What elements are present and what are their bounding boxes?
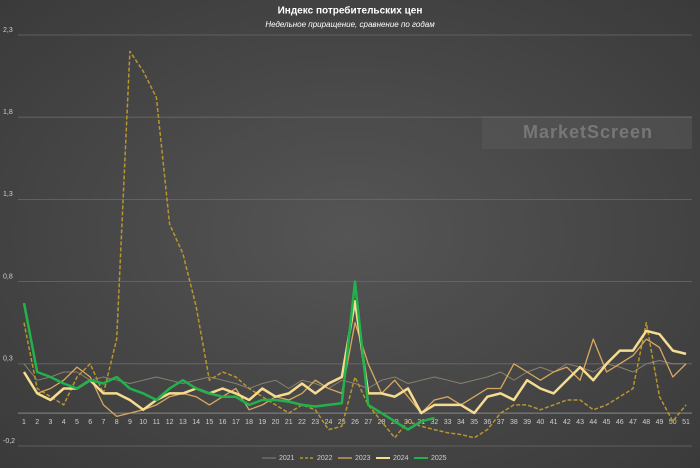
x-tick-label: 22 bbox=[298, 419, 306, 426]
x-tick-label: 38 bbox=[510, 419, 518, 426]
x-tick-label: 34 bbox=[457, 419, 465, 426]
x-tick-label: 8 bbox=[115, 419, 119, 426]
y-tick-label: 1,3 bbox=[3, 191, 13, 198]
x-tick-label: 13 bbox=[179, 419, 187, 426]
y-tick-label: 0,3 bbox=[3, 356, 13, 363]
x-tick-label: 24 bbox=[325, 419, 333, 426]
x-tick-label: 44 bbox=[589, 419, 597, 426]
x-tick-label: 26 bbox=[351, 419, 359, 426]
x-tick-label: 37 bbox=[497, 419, 505, 426]
x-tick-label: 7 bbox=[101, 419, 105, 426]
x-tick-label: 5 bbox=[75, 419, 79, 426]
series-line bbox=[22, 300, 687, 415]
x-tick-label: 19 bbox=[258, 419, 266, 426]
x-tick-label: 25 bbox=[338, 419, 346, 426]
x-tick-label: 6 bbox=[88, 419, 92, 426]
x-tick-label: 40 bbox=[536, 419, 544, 426]
x-tick-label: 50 bbox=[669, 419, 677, 426]
x-tick-label: 27 bbox=[364, 419, 372, 426]
x-tick-label: 46 bbox=[616, 419, 624, 426]
x-tick-label: 42 bbox=[563, 419, 571, 426]
legend-label: 2025 bbox=[431, 455, 447, 462]
series-line bbox=[23, 360, 686, 389]
x-tick-label: 32 bbox=[431, 419, 439, 426]
x-tick-label: 20 bbox=[272, 419, 280, 426]
series-line bbox=[22, 280, 435, 431]
legend-label: 2022 bbox=[317, 455, 333, 462]
legend-label: 2024 bbox=[393, 455, 409, 462]
chart-subtitle: Недельное приращение, сравнение по годам bbox=[265, 20, 435, 29]
x-tick-label: 4 bbox=[62, 419, 66, 426]
x-tick-label: 48 bbox=[642, 419, 650, 426]
x-tick-label: 17 bbox=[232, 419, 240, 426]
chart-title: Индекс потребительских цен bbox=[278, 5, 423, 17]
x-tick-label: 23 bbox=[311, 419, 319, 426]
y-tick-label: 0,8 bbox=[3, 273, 13, 280]
x-tick-label: 10 bbox=[139, 419, 147, 426]
watermark: MarketScreen bbox=[523, 122, 653, 142]
x-tick-label: 9 bbox=[128, 419, 132, 426]
series-line bbox=[23, 322, 687, 418]
x-tick-label: 35 bbox=[470, 419, 478, 426]
y-tick-label: 1,8 bbox=[3, 109, 13, 116]
x-tick-label: 11 bbox=[153, 419, 160, 426]
x-tick-label: 41 bbox=[550, 419, 558, 426]
x-tick-label: 33 bbox=[444, 419, 452, 426]
x-tick-label: 12 bbox=[166, 419, 174, 426]
x-tick-label: 43 bbox=[576, 419, 584, 426]
x-tick-label: 16 bbox=[219, 419, 227, 426]
y-tick-label: -0,2 bbox=[3, 438, 15, 445]
x-tick-label: 47 bbox=[629, 419, 637, 426]
x-tick-label: 36 bbox=[484, 419, 492, 426]
x-tick-label: 51 bbox=[682, 419, 690, 426]
series-line bbox=[23, 50, 687, 439]
x-tick-label: 2 bbox=[35, 419, 39, 426]
x-tick-label: 45 bbox=[603, 419, 611, 426]
x-tick-label: 39 bbox=[523, 419, 531, 426]
watermark-box bbox=[482, 116, 692, 149]
y-tick-label: 2,3 bbox=[3, 27, 13, 34]
x-tick-label: 49 bbox=[656, 419, 664, 426]
x-tick-label: 18 bbox=[245, 419, 253, 426]
x-tick-label: 1 bbox=[22, 419, 26, 426]
legend-label: 2023 bbox=[355, 455, 371, 462]
x-tick-label: 3 bbox=[49, 419, 53, 426]
legend-label: 2021 bbox=[279, 455, 295, 462]
x-tick-label: 15 bbox=[205, 419, 213, 426]
x-tick-label: 21 bbox=[285, 419, 293, 426]
x-tick-label: 14 bbox=[192, 419, 200, 426]
